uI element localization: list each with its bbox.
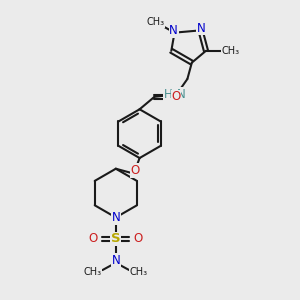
- Text: CH₃: CH₃: [130, 267, 148, 277]
- Text: O: O: [130, 164, 140, 177]
- Text: N: N: [197, 22, 206, 35]
- Text: O: O: [88, 232, 98, 245]
- Text: O: O: [134, 232, 143, 245]
- Text: CH₃: CH₃: [147, 17, 165, 27]
- Text: CH₃: CH₃: [84, 267, 102, 277]
- Text: N: N: [169, 24, 178, 37]
- Text: S: S: [111, 232, 121, 245]
- Text: N: N: [111, 254, 120, 267]
- Text: N: N: [176, 88, 185, 101]
- Text: O: O: [172, 90, 181, 103]
- Text: CH₃: CH₃: [222, 46, 240, 56]
- Text: N: N: [111, 211, 120, 224]
- Text: H: H: [164, 88, 172, 101]
